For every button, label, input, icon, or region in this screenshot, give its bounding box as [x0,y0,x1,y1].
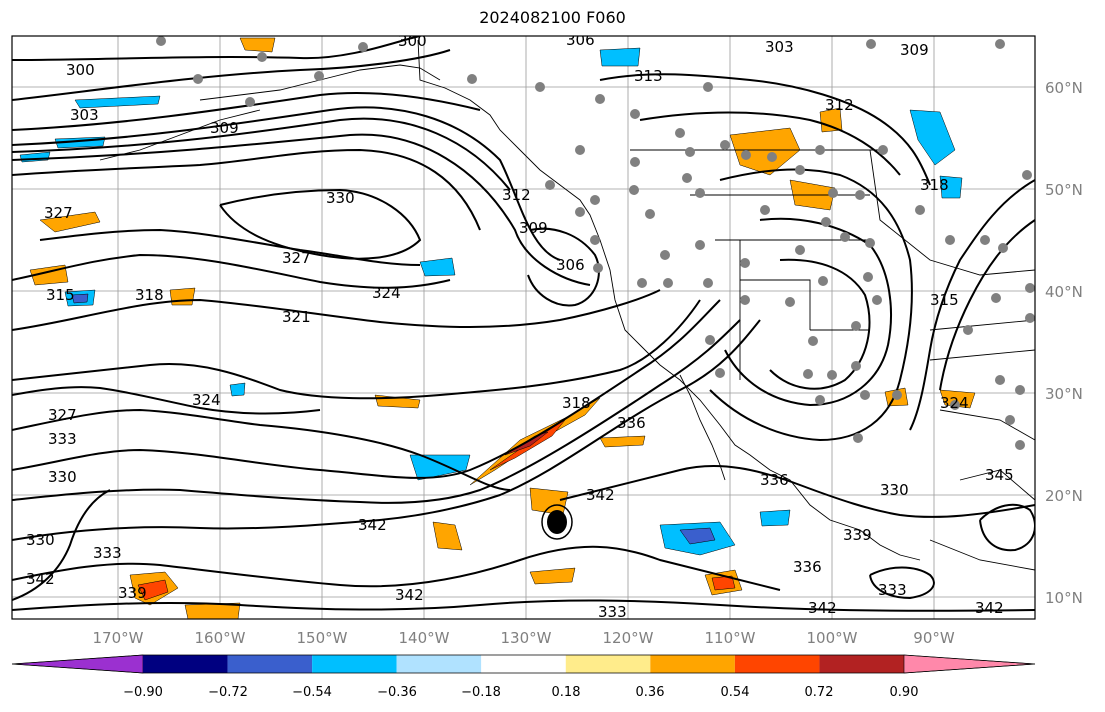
colorbar-tick-label: 0.18 [552,685,581,700]
station-dots [156,36,1035,450]
contour-label: 336 [617,414,646,432]
contour-label: 318 [135,286,164,304]
map-title: 2024082100 F060 [479,8,626,27]
contour-label: 327 [44,204,73,222]
contour-label: 342 [586,486,615,504]
contour-label: 309 [519,219,548,237]
lon-label: 100°W [807,629,858,647]
contour-label: 324 [940,394,969,412]
contour-label: 342 [975,599,1004,617]
contour-label: 306 [556,256,585,274]
contour-label: 309 [210,119,239,137]
lat-label: 20°N [1045,487,1083,505]
lat-label: 40°N [1045,283,1083,301]
contour-label: 330 [880,481,909,499]
contour-label: 342 [808,599,837,617]
contour-label: 330 [48,468,77,486]
contour-label: 333 [598,603,627,621]
colorbar-segment [819,655,904,673]
contour-label: 309 [900,41,929,59]
lon-label: 150°W [297,629,348,647]
colorbar-segment [481,655,566,673]
lat-label: 30°N [1045,385,1083,403]
lon-label: 170°W [93,629,144,647]
colorbar-segment [143,655,228,673]
lon-label: 130°W [501,629,552,647]
colorbar-tick-label: 0.90 [890,685,919,700]
colorbar: −0.90 −0.72 −0.54 −0.36 −0.18 0.18 0.36 … [11,654,1036,700]
colorbar-segment [11,654,144,674]
contour-label: 336 [760,471,789,489]
contour-label: 312 [825,96,854,114]
lon-label: 120°W [603,629,654,647]
contour-label: 327 [282,249,311,267]
contour-label: 339 [118,584,147,602]
contour-label: 330 [26,531,55,549]
lat-label: 60°N [1045,79,1083,97]
lon-label: 110°W [705,629,756,647]
map-frame [11,35,1036,620]
lon-label: 140°W [399,629,450,647]
contour-label: 324 [372,284,401,302]
contour-label-group: 300 303 309 300 306 303 309 313 312 327 … [26,31,1014,621]
contour-label: 345 [985,466,1014,484]
contour-label: 336 [793,558,822,576]
contour-label: 333 [93,544,122,562]
contour-label: 342 [358,516,387,534]
contour-label: 306 [566,31,595,49]
contour-label: 318 [920,176,949,194]
contour-label: 321 [282,308,311,326]
colorbar-segment [734,655,820,673]
colorbar-tick-label: 0.72 [805,685,834,700]
contour-label: 333 [48,430,77,448]
contour-label: 315 [46,286,75,304]
contour-lines [12,36,1035,612]
contour-label: 342 [26,570,55,588]
contour-label: 330 [326,189,355,207]
latitude-axis: 60°N 50°N 40°N 30°N 20°N 10°N [1045,79,1083,607]
contour-label: 318 [562,394,591,412]
colorbar-tick-label: 0.54 [721,685,750,700]
colorbar-segment [396,655,482,673]
colorbar-segments [11,654,1036,674]
colorbar-tick-label: −0.72 [208,685,248,700]
contour-label: 303 [765,38,794,56]
map-panel: 300 303 309 300 306 303 309 313 312 327 … [12,31,1035,621]
lat-label: 50°N [1045,181,1083,199]
contour-label: 313 [634,67,663,85]
colorbar-tick-label: 0.36 [636,685,665,700]
contour-label: 300 [398,32,427,50]
colorbar-ticks: −0.90 −0.72 −0.54 −0.36 −0.18 0.18 0.36 … [123,685,918,700]
contour-label: 315 [930,291,959,309]
colorbar-segment [650,655,735,673]
colorbar-tick-label: −0.36 [377,685,417,700]
colorbar-segment [227,655,313,673]
contour-label: 300 [66,61,95,79]
lon-label: 160°W [195,629,246,647]
colorbar-tick-label: −0.54 [292,685,332,700]
contour-label: 342 [395,586,424,604]
contour-label: 339 [843,526,872,544]
contour-label: 324 [192,391,221,409]
colorbar-outline [11,654,1036,674]
colorbar-segment [903,654,1036,674]
colorbar-segment [565,655,651,673]
colorbar-tick-label: −0.18 [461,685,501,700]
contour-label: 303 [70,106,99,124]
lat-label: 10°N [1045,589,1083,607]
colorbar-tick-label: −0.90 [123,685,163,700]
contour-label: 333 [878,581,907,599]
lon-label: 90°W [913,629,955,647]
contour-label: 312 [502,186,531,204]
contour-label: 327 [48,406,77,424]
longitude-axis: 170°W 160°W 150°W 140°W 130°W 120°W 110°… [93,629,955,647]
cyclone-marker [547,510,567,534]
colorbar-segment [312,655,397,673]
